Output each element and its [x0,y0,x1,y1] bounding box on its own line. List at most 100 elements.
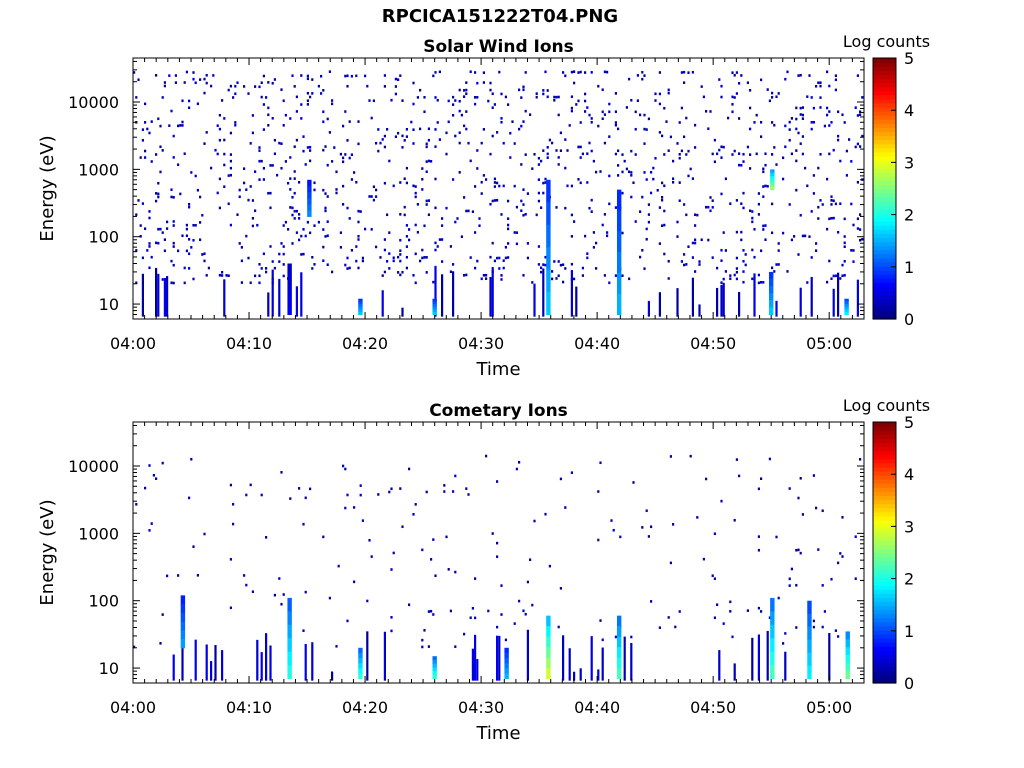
heatmap-cell [678,181,681,184]
heatmap-cell [298,213,301,216]
heatmap-cell [698,260,701,263]
heatmap-cell [839,159,842,163]
heatmap-cell [557,625,560,629]
heatmap-cell [797,548,800,552]
heatmap-cell [293,85,296,88]
heatmap-cell [683,135,686,139]
heatmap-cell [401,146,404,149]
heatmap-cell [432,280,435,284]
heatmap-cell [168,124,171,127]
colorbar-label: Log counts [843,396,930,415]
heatmap-cell [531,281,534,284]
heatmap-cell [841,113,844,117]
heatmap-cell [381,290,384,317]
heatmap-cell [817,217,820,220]
colorbar-segment [873,438,896,443]
heatmap-cell [636,99,639,102]
heatmap-cell [493,199,496,202]
heatmap-cell [705,477,708,481]
heatmap-cell [350,178,353,181]
heatmap-cell [504,245,507,249]
heatmap-cell [753,255,756,259]
colorbar-segment [873,245,896,251]
heatmap-cell [735,256,738,260]
heatmap-cell [188,99,191,103]
heatmap-cell [258,159,261,163]
heatmap-cell [432,74,435,78]
heatmap-cell [573,70,576,73]
heatmap-cell [709,110,712,113]
heatmap-feature-cell [770,651,775,666]
heatmap-cell [157,195,160,199]
heatmap-cell [199,78,202,81]
heatmap-cell [482,128,485,131]
heatmap-cell [782,642,785,645]
heatmap-cell [766,630,769,681]
heatmap-cell [608,135,611,138]
heatmap-cell [579,181,582,185]
heatmap-cell [828,259,831,263]
heatmap-cell [465,88,468,92]
heatmap-cell [859,145,862,148]
colorbar-segment [873,314,896,320]
heatmap-cell [771,91,774,95]
x-tick-label: 04:20 [342,334,388,353]
heatmap-cell [364,74,367,78]
colorbar-segment [873,274,896,279]
heatmap-cell [520,209,523,213]
heatmap-cell [663,106,666,110]
heatmap-feature-cell [616,668,622,679]
heatmap-cell [757,281,760,285]
heatmap-cell [441,274,444,317]
heatmap-cell [190,246,193,249]
colorbar-segment [873,674,896,680]
heatmap-cell [608,281,611,285]
heatmap-cell [353,580,356,584]
heatmap-cell [350,74,353,78]
heatmap-cell [837,635,840,638]
heatmap-cell [650,600,653,603]
heatmap-cell [489,255,492,259]
heatmap-cell [744,263,747,267]
heatmap-cell [293,145,296,148]
heatmap-cell [799,551,802,555]
heatmap-cell [247,92,250,95]
heatmap-cell [163,278,166,317]
x-tick-label: 04:20 [342,698,388,717]
heatmap-cell [522,85,525,89]
colorbar-segment [873,102,896,108]
heatmap-cell [537,263,540,266]
heatmap-cell [326,234,329,238]
heatmap-cell [570,471,573,474]
heatmap-cell [146,127,149,131]
heatmap-cell [254,209,257,213]
heatmap-cell [751,277,754,281]
heatmap-cell [683,70,686,74]
heatmap-cell [535,92,538,95]
heatmap-cell [388,231,391,234]
heatmap-cell [216,152,219,156]
heatmap-feature-cell [844,298,849,302]
heatmap-cell [500,584,503,587]
heatmap-cell [157,192,160,196]
heatmap-cell [364,227,367,231]
heatmap-cell [326,195,329,198]
heatmap-feature-cell [845,654,850,664]
x-tick-label: 04:40 [574,334,620,353]
heatmap-cell [647,300,650,317]
heatmap-cell [223,117,226,120]
heatmap-cell [617,127,620,131]
heatmap-cell [256,639,259,681]
heatmap-cell [702,95,705,99]
heatmap-cell [324,145,327,148]
heatmap-cell [570,235,573,238]
heatmap-cell [592,231,595,234]
heatmap-cell [157,117,160,121]
heatmap-cell [229,483,232,487]
heatmap-cell [181,234,184,238]
heatmap-cell [676,142,679,145]
heatmap-cell [192,545,195,548]
heatmap-cell [172,281,175,285]
heatmap-cell [498,635,501,681]
heatmap-cell [463,632,466,636]
